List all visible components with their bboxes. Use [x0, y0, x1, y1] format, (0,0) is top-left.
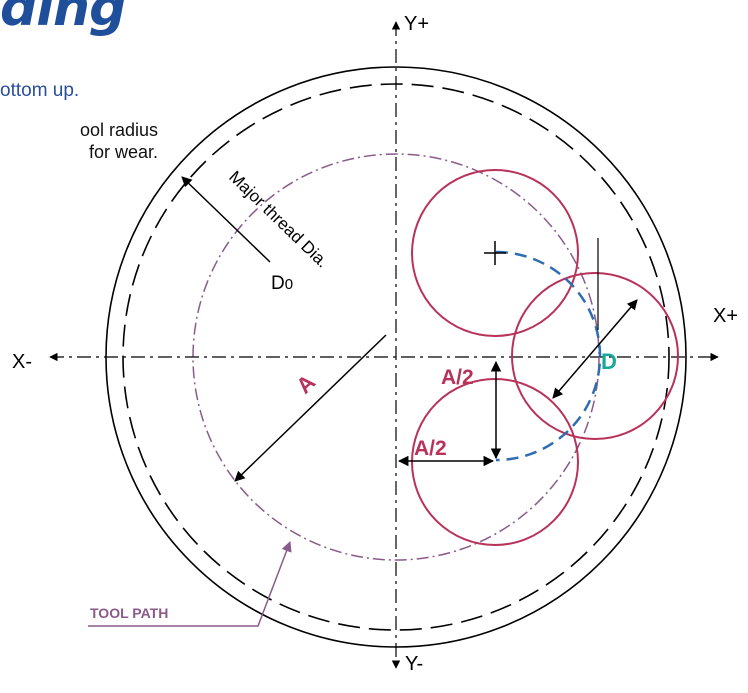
a-half-vertical-label: A/2 — [441, 366, 474, 389]
d-arrow — [552, 299, 638, 399]
major-dia-label: Major thread Dia. — [225, 167, 332, 271]
axis-label-x-pos: X+ — [713, 305, 738, 327]
section-heading: ding — [0, 0, 126, 38]
d0-main: D — [271, 273, 285, 294]
note-line-1: ool radius — [79, 120, 158, 140]
note-line-2: for wear. — [88, 142, 158, 162]
axis-label-x-neg: X- — [12, 351, 32, 373]
d0-label: D0 — [271, 273, 293, 294]
axis-label-y-pos: Y+ — [404, 13, 429, 35]
tool-path-label: TOOL PATH — [90, 605, 168, 621]
d-label: D — [601, 349, 617, 374]
tool-circle-bottom — [411, 378, 579, 546]
d0-arrow — [181, 176, 271, 263]
a-label: A — [291, 369, 320, 398]
a-half-horizontal-label: A/2 — [414, 437, 447, 460]
axis-label-y-neg: Y- — [405, 653, 423, 675]
major-diameter-circle — [122, 83, 670, 631]
d0-subscript: 0 — [285, 276, 293, 293]
tool-circle-top — [411, 169, 579, 337]
part-bore-outline — [105, 66, 687, 648]
subheading-text: ottom up. — [0, 80, 80, 101]
tool-path-leader — [88, 541, 292, 627]
tool-circle-right — [511, 272, 679, 440]
a-arrow — [234, 334, 387, 482]
